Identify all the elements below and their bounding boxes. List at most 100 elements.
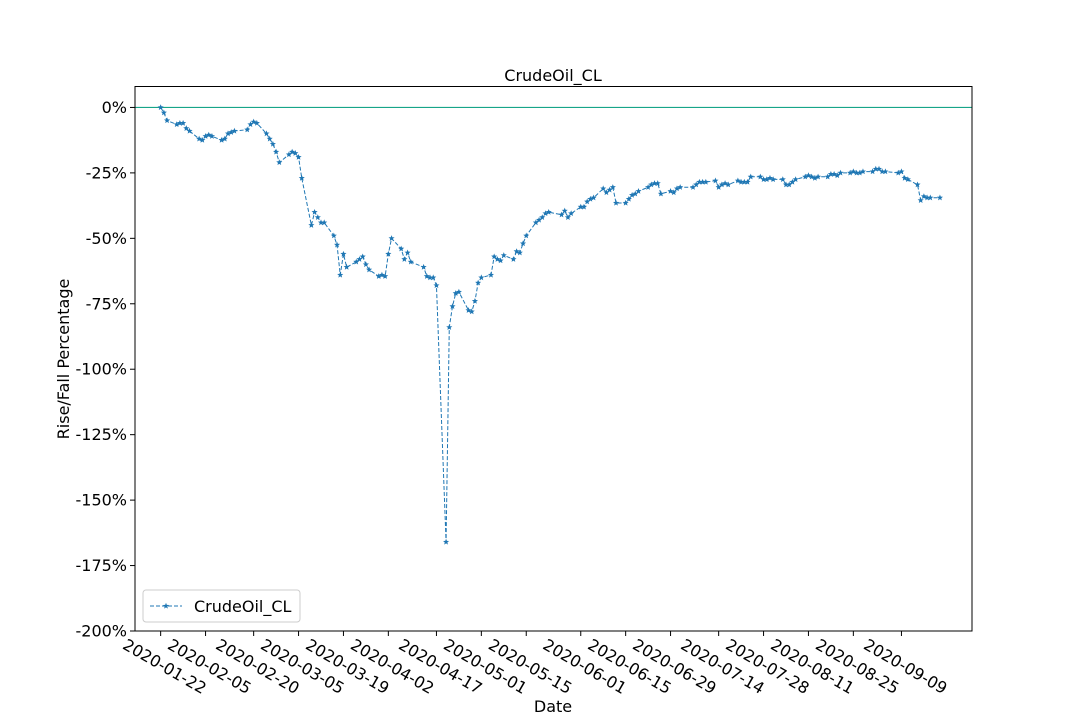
data-point <box>651 180 658 186</box>
data-point <box>539 214 546 220</box>
data-point <box>815 173 822 180</box>
data-point <box>808 173 815 180</box>
data-point <box>330 232 337 239</box>
legend-label: CrudeOil_CL <box>194 597 292 617</box>
data-point <box>321 219 328 226</box>
data-point <box>433 282 440 289</box>
data-point <box>927 194 934 201</box>
data-point <box>449 303 456 309</box>
data-point <box>657 190 664 197</box>
data-point <box>792 176 799 183</box>
data-point <box>699 178 706 185</box>
data-point <box>404 249 411 256</box>
data-point <box>250 118 257 125</box>
data-point <box>802 173 809 180</box>
data-point <box>635 188 642 194</box>
data-point <box>558 211 565 218</box>
data-point <box>827 171 834 177</box>
data-point <box>648 181 655 188</box>
data-point <box>725 181 732 188</box>
data-point <box>388 235 395 241</box>
data-point <box>824 173 831 180</box>
data-point <box>423 273 430 279</box>
data-point <box>269 140 276 147</box>
data-point <box>228 129 235 135</box>
data-point <box>523 232 530 239</box>
data-point <box>837 169 844 176</box>
data-point <box>738 178 745 185</box>
data-point <box>362 261 369 268</box>
data-point <box>936 194 943 201</box>
data-point <box>202 133 209 139</box>
legend: CrudeOil_CL <box>142 589 301 623</box>
data-point <box>180 119 187 126</box>
y-tick-label: -125% <box>75 425 127 444</box>
data-point <box>872 165 879 172</box>
data-point <box>722 180 729 186</box>
data-point <box>568 210 575 217</box>
data-point <box>343 263 350 270</box>
data-point <box>606 186 613 193</box>
data-point <box>500 252 507 258</box>
data-point <box>532 219 539 226</box>
data-point <box>311 208 318 215</box>
data-point <box>199 136 206 143</box>
y-tick-label: -175% <box>75 556 127 575</box>
data-point <box>901 174 908 181</box>
data-point <box>612 199 620 206</box>
data-point <box>385 250 392 257</box>
data-point <box>298 174 305 181</box>
data-point <box>176 119 183 126</box>
data-point <box>741 178 748 185</box>
y-tick-label: -50% <box>86 229 127 248</box>
data-point <box>718 181 725 188</box>
data-point <box>564 214 571 220</box>
data-point <box>443 538 450 545</box>
data-point <box>359 253 366 260</box>
data-point <box>263 130 270 137</box>
y-tick-label: 0% <box>102 98 127 117</box>
data-point <box>295 153 302 160</box>
legend-box <box>142 589 301 623</box>
data-point <box>702 178 709 185</box>
y-axis-ticks: 0% -25% -50% -75% -100% -125% -150% -175% -200% <box>75 98 135 641</box>
data-point <box>407 258 414 265</box>
data-point <box>186 127 193 134</box>
data-point <box>218 136 225 143</box>
data-point <box>622 199 629 206</box>
y-axis-label: Rise/Fall Percentage <box>54 279 73 440</box>
data-point <box>536 216 543 223</box>
data-point <box>744 178 751 185</box>
y-tick-label: -100% <box>75 360 127 379</box>
data-point <box>183 125 190 131</box>
data-point <box>273 148 280 155</box>
data-point <box>375 273 382 279</box>
data-point <box>475 279 482 286</box>
data-point <box>696 178 703 185</box>
data-point <box>208 133 216 139</box>
data-point <box>625 195 632 202</box>
data-point <box>314 214 321 220</box>
y-tick-label: -200% <box>75 622 127 641</box>
data-point <box>805 172 812 179</box>
data-point <box>244 126 251 133</box>
data-point <box>904 176 911 183</box>
data-point <box>673 185 681 192</box>
data-point <box>221 135 228 142</box>
data-point <box>895 169 902 176</box>
data-point <box>160 109 167 116</box>
data-point <box>468 308 475 315</box>
data-point <box>494 256 501 262</box>
data-point <box>196 135 203 142</box>
data-point <box>545 208 552 215</box>
data-point <box>782 181 790 188</box>
data-point <box>654 180 661 186</box>
data-point <box>645 184 652 190</box>
data-point <box>693 181 700 188</box>
data-point <box>632 190 639 197</box>
data-point <box>879 168 886 175</box>
data-point <box>917 197 924 203</box>
series-layer <box>157 104 943 545</box>
data-point <box>356 256 363 262</box>
